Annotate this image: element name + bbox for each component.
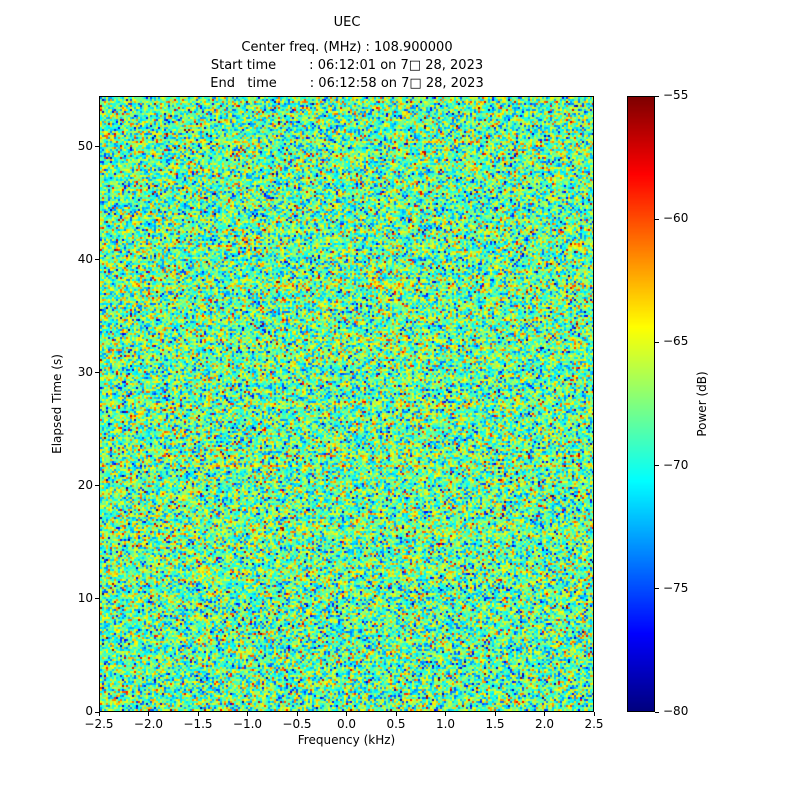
start-time-line: Start time : 06:12:01 on 7□ 28, 2023 <box>210 58 484 73</box>
colorbar-tick-label: −65 <box>663 334 689 349</box>
center-frequency-line: Center freq. (MHz) : 108.900000 <box>241 40 453 55</box>
end-time-line: End time : 06:12:58 on 7□ 28, 2023 <box>210 76 484 91</box>
x-tick-label: 2.0 <box>534 717 555 731</box>
x-tick-label: −1.5 <box>183 717 213 731</box>
spectrogram-canvas <box>100 97 593 711</box>
x-tick-label: −1.0 <box>232 717 263 731</box>
x-tick-mark <box>296 712 298 716</box>
chart-title: UEC <box>333 15 361 30</box>
x-tick-mark <box>395 712 397 716</box>
y-tick-mark <box>95 259 99 261</box>
y-tick-label: 40 <box>77 251 93 266</box>
y-tick-label: 20 <box>77 477 93 492</box>
heatmap-plot-area <box>99 96 594 712</box>
x-tick-mark <box>98 712 100 716</box>
x-tick-mark <box>197 712 199 716</box>
colorbar-label: Power (dB) <box>695 371 709 437</box>
x-tick-mark <box>247 712 248 716</box>
y-tick-label: 30 <box>77 364 93 379</box>
x-tick-label: 1.0 <box>435 717 456 731</box>
colorbar-tick-label: −70 <box>663 457 689 472</box>
colorbar-tick-mark <box>655 341 659 343</box>
colorbar-tick-label: −60 <box>663 211 689 226</box>
colorbar-tick-label: −75 <box>663 580 689 595</box>
x-tick-mark <box>346 712 347 716</box>
x-tick-mark <box>148 712 149 716</box>
y-tick-mark <box>95 711 99 713</box>
colorbar-tick-label: −55 <box>663 88 689 102</box>
x-axis-label: Frequency (kHz) <box>297 733 396 747</box>
x-tick-label: −0.5 <box>282 717 312 731</box>
colorbar-canvas <box>628 97 654 711</box>
x-tick-mark <box>593 712 595 716</box>
y-tick-mark <box>95 372 99 374</box>
y-tick-mark <box>95 485 99 487</box>
x-tick-label: −2.0 <box>133 717 164 731</box>
y-tick-mark <box>95 146 99 148</box>
colorbar-tick-label: −80 <box>663 704 689 718</box>
x-tick-mark <box>445 712 446 716</box>
x-tick-mark <box>494 712 496 716</box>
x-tick-label: 1.5 <box>485 717 505 731</box>
y-tick-label: 10 <box>77 590 93 605</box>
x-tick-label: 2.5 <box>584 717 604 731</box>
colorbar <box>627 96 655 712</box>
x-tick-label: −2.5 <box>84 717 114 731</box>
colorbar-tick-mark <box>655 711 659 713</box>
y-tick-label: 50 <box>77 138 93 153</box>
x-tick-mark <box>544 712 545 716</box>
x-tick-label: 0.0 <box>336 717 357 731</box>
colorbar-tick-mark <box>655 218 659 220</box>
x-tick-label: 0.5 <box>386 717 406 731</box>
y-tick-mark <box>95 598 99 600</box>
colorbar-tick-mark <box>655 95 659 97</box>
colorbar-tick-mark <box>655 588 659 590</box>
y-tick-label: 0 <box>85 704 93 718</box>
colorbar-tick-mark <box>655 465 659 467</box>
